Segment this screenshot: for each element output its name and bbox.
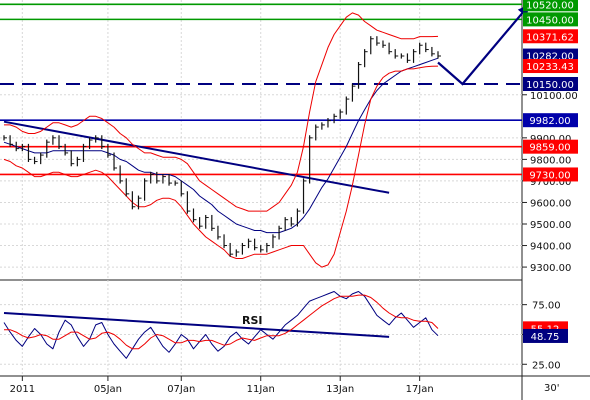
rsi-title: RSI (242, 314, 263, 327)
level-label: 10520.00 (526, 0, 574, 11)
price-flag-10371.62 (523, 29, 578, 44)
series-ma (3, 57, 439, 234)
y-tick-label: 9400.00 (530, 242, 571, 253)
y-tick-label: 9500.00 (530, 220, 571, 231)
x-tick-label: 2011 (10, 384, 35, 395)
y-tick-label: 9800.00 (530, 155, 571, 166)
x-tick-label: 17Jan (406, 384, 434, 395)
right-price-axis: 9300.00 9400.00 9500.00 9600.00 9700.00 9800.… (522, 0, 578, 274)
level-label: 10150.00 (526, 80, 574, 91)
price-flag-label: 10282.00 (526, 52, 574, 63)
series-band-upper (4, 12, 439, 212)
level-label: 9982.00 (529, 116, 570, 127)
level-flag-9730.00 (523, 167, 578, 182)
price-flag-label: 10371.62 (526, 32, 574, 43)
level-label: 9859.00 (529, 143, 570, 154)
price-flag-10233.43 (523, 59, 578, 74)
bottom-time-axis: 2011 05Jan 07Jan 11Jan 13Jan 17Jan (10, 376, 434, 395)
level-flag-10520.00 (523, 0, 578, 12)
level-label: 10450.00 (526, 15, 574, 26)
x-tick-label: 05Jan (94, 384, 122, 395)
price-flag-label: 10233.43 (526, 62, 574, 73)
timeframe-label: 30' (544, 383, 559, 394)
y-tick-label: 9700.00 (530, 177, 571, 188)
x-tick-label: 11Jan (247, 384, 275, 395)
rsi-grid (0, 304, 522, 365)
series-band-lower (3, 65, 439, 268)
rsi-tick-label: 25.00 (532, 360, 561, 371)
x-tick-label: 07Jan (167, 384, 195, 395)
projection-path (437, 3, 531, 86)
level-flag-10450.00 (523, 12, 578, 27)
level-label: 9730.00 (529, 170, 570, 181)
rsi-plot (3, 291, 439, 359)
rsi-flag-48.75 (523, 328, 568, 343)
level-flag-9982.00 (523, 113, 578, 128)
y-tick-label: 9600.00 (530, 198, 571, 209)
y-tick-label: 10100.00 (530, 91, 578, 102)
y-tick-label: 9900.00 (530, 134, 571, 145)
level-flag-10150.00 (523, 77, 578, 91)
rsi-trendline (3, 312, 390, 338)
rsi-flag-label: 48.75 (531, 332, 560, 343)
x-tick-label: 13Jan (326, 384, 354, 395)
series-rsi (3, 291, 439, 359)
level-flag-9859.00 (523, 139, 578, 154)
main-trendline (3, 120, 390, 194)
y-tick-label: 9300.00 (530, 263, 571, 274)
rsi-tick-label: 75.00 (532, 301, 561, 312)
series-rsi-signal (4, 294, 439, 350)
main-plot (0, 3, 531, 268)
